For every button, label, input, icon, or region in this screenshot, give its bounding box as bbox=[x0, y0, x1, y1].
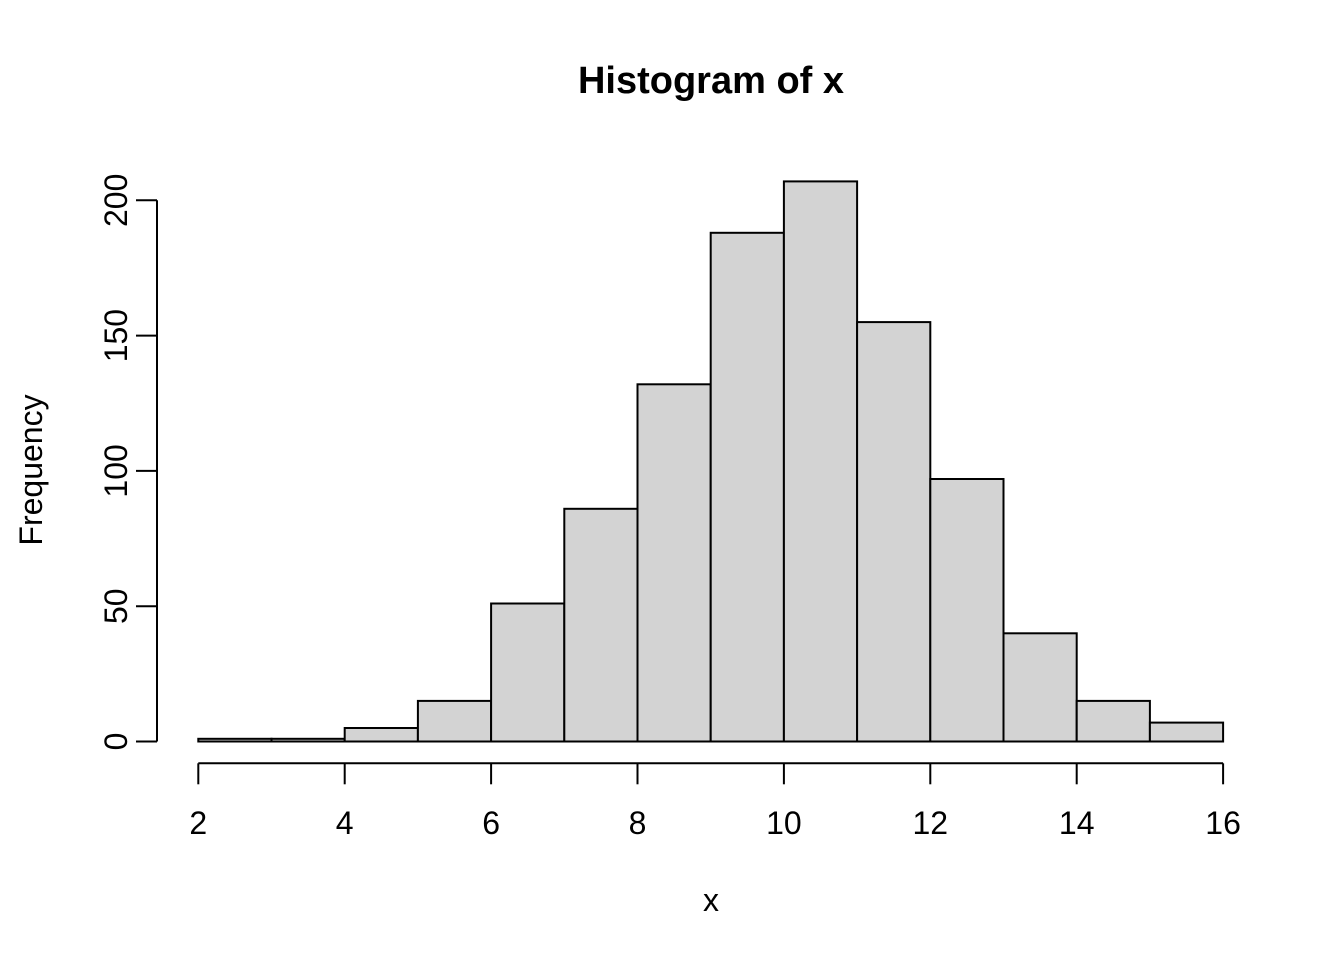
histogram-bar bbox=[1148, 721, 1225, 743]
y-axis-tick-label: 100 bbox=[98, 444, 134, 497]
histogram-bar bbox=[636, 383, 712, 743]
histogram-bar bbox=[197, 737, 273, 743]
histogram-bar bbox=[709, 231, 785, 743]
y-axis-tick-label: 50 bbox=[98, 588, 134, 624]
histogram-bar bbox=[929, 478, 1005, 743]
y-axis-tick-label: 150 bbox=[98, 309, 134, 362]
x-axis-tick-label: 8 bbox=[629, 805, 647, 841]
x-axis-tick-label: 10 bbox=[766, 805, 802, 841]
x-axis-tick-label: 6 bbox=[482, 805, 500, 841]
y-axis-tick-label: 200 bbox=[98, 174, 134, 227]
histogram-bar bbox=[563, 507, 639, 743]
histogram-bar bbox=[270, 737, 346, 743]
histogram-bar bbox=[856, 321, 932, 743]
histogram-bar bbox=[343, 727, 419, 743]
x-axis-tick-label: 14 bbox=[1059, 805, 1095, 841]
x-axis-tick-label: 2 bbox=[189, 805, 207, 841]
x-axis-tick-label: 16 bbox=[1205, 805, 1241, 841]
histogram-bar bbox=[490, 602, 566, 743]
x-axis-tick-label: 4 bbox=[336, 805, 354, 841]
histogram-bar bbox=[1075, 699, 1151, 743]
chart-title: Histogram of x bbox=[577, 60, 845, 102]
x-axis-label: x bbox=[703, 882, 719, 918]
x-axis-tick-label: 12 bbox=[913, 805, 949, 841]
histogram-bar bbox=[416, 699, 493, 743]
histogram-bar bbox=[782, 180, 859, 743]
histogram-bar bbox=[1002, 632, 1078, 743]
y-axis-tick-label: 0 bbox=[98, 733, 134, 751]
